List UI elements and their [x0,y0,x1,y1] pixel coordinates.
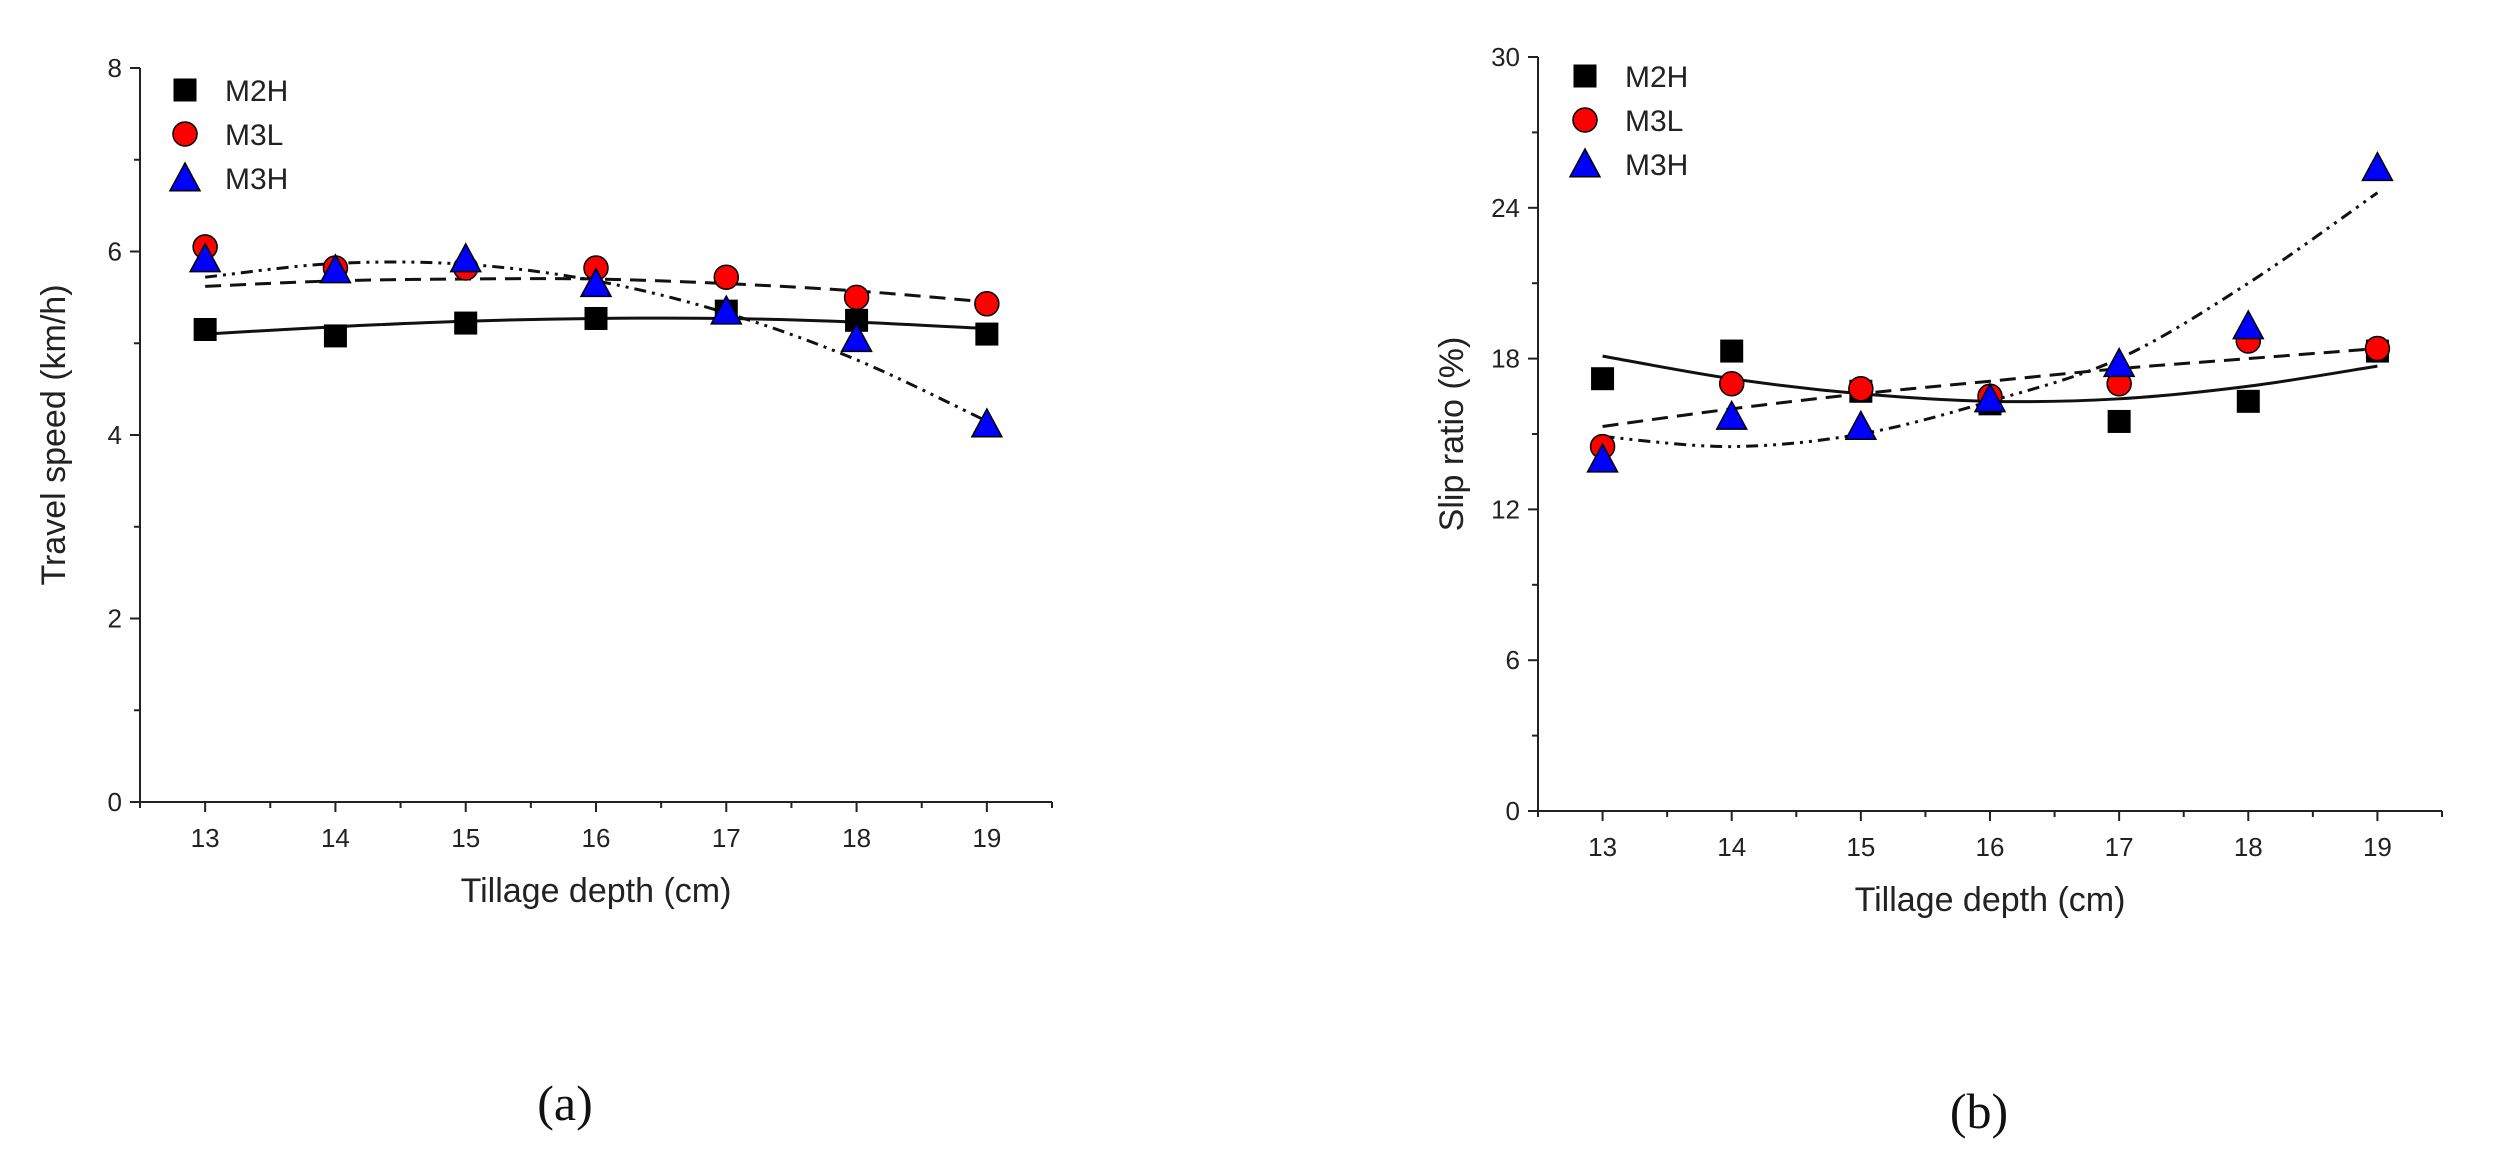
y-tick-label: 6 [108,237,122,267]
data-point-m2h [323,324,347,348]
x-tick-label: 18 [2234,832,2263,862]
y-tick-label: 0 [1506,796,1520,826]
x-tick-label: 15 [1846,832,1875,862]
x-tick-label: 16 [1976,832,2005,862]
x-tick-label: 17 [2105,832,2134,862]
data-point-m3l [1718,370,1745,397]
data-point-m3l [713,264,740,290]
data-point-m3h [2102,347,2136,378]
x-tick-label: 19 [2363,832,2392,862]
y-tick-label: 6 [1506,645,1520,675]
legend-label-m3l: M3L [225,119,283,152]
panel-label: (b) [1950,1083,2008,1139]
data-point-m3h [1973,382,2007,413]
data-point-m3h [970,407,1004,438]
data-point-m2h [454,311,478,335]
x-tick-label: 16 [582,823,611,853]
data-point-m2h [584,306,608,330]
y-tick-label: 0 [108,787,122,817]
y-tick-label: 4 [108,420,122,450]
data-point-m3h [319,253,352,284]
x-tick-label: 13 [1588,832,1617,862]
data-point-m2h [1720,339,1744,363]
legend-marker-m3l [172,121,198,147]
legend-marker-m3h [168,161,202,192]
x-tick-label: 14 [321,823,350,853]
y-tick-label: 30 [1491,42,1520,72]
y-tick-label: 18 [1491,344,1520,374]
data-point-m3l [2364,335,2391,362]
y-axis-title: Travel speed (km/h) [35,284,73,585]
chart-panel-b: 0 6 12 18 24 30 13 14 15 16 17 18 19 Tillage depth (c… [1433,42,2443,1139]
data-point-m3l [843,284,870,311]
legend-marker-m3h [1568,147,1602,178]
data-point-m3h [2232,309,2265,340]
data-point-m2h [2107,409,2131,433]
data-point-m3h [1715,399,1748,430]
legend-label-m3l: M3L [1625,105,1683,138]
legend-label-m2h: M2H [1625,61,1688,94]
x-tick-label: 19 [972,823,1001,853]
x-tick-label: 14 [1717,832,1746,862]
data-point-m3h [840,322,873,353]
panel-label: (a) [537,1075,593,1131]
legend-label-m3h: M3H [1625,149,1688,182]
data-point-m3h [449,242,482,273]
legend-marker-m3l [1572,107,1598,133]
data-point-m3h [188,242,222,273]
data-point-m3l [1848,376,1874,402]
data-point-m3h [2361,151,2394,182]
data-point-m2h [193,317,217,341]
x-tick-label: 13 [191,823,220,853]
y-axis-title: Slip ratio (%) [1433,337,1471,532]
legend-label-m3h: M3H [225,163,288,196]
data-point-m3h [1586,442,1619,473]
data-point-m2h [2236,389,2260,413]
y-tick-label: 8 [108,53,122,83]
data-point-m2h [1591,367,1615,391]
x-tick-label: 18 [842,823,871,853]
x-axis-title: Tillage depth (cm) [461,872,732,910]
y-tick-label: 12 [1491,494,1520,524]
data-point-m3h [579,267,613,298]
x-tick-label: 15 [451,823,480,853]
y-tick-label: 2 [108,604,122,634]
legend-marker-m2h [1573,64,1597,88]
legend-label-m2h: M2H [225,75,288,108]
x-tick-label: 17 [712,823,741,853]
data-point-m2h [975,322,999,346]
chart-panel-a: 0 2 4 6 8 13 14 15 16 17 18 19 Tillage depth (cm) Tra… [35,53,1053,1131]
x-axis-title: Tillage depth (cm) [1855,881,2126,919]
data-point-m3l [974,291,1000,317]
y-tick-label: 24 [1491,193,1520,223]
data-point-m3h [1844,409,1878,440]
legend-marker-m2h [173,78,197,102]
data-point-m3h [710,294,743,325]
